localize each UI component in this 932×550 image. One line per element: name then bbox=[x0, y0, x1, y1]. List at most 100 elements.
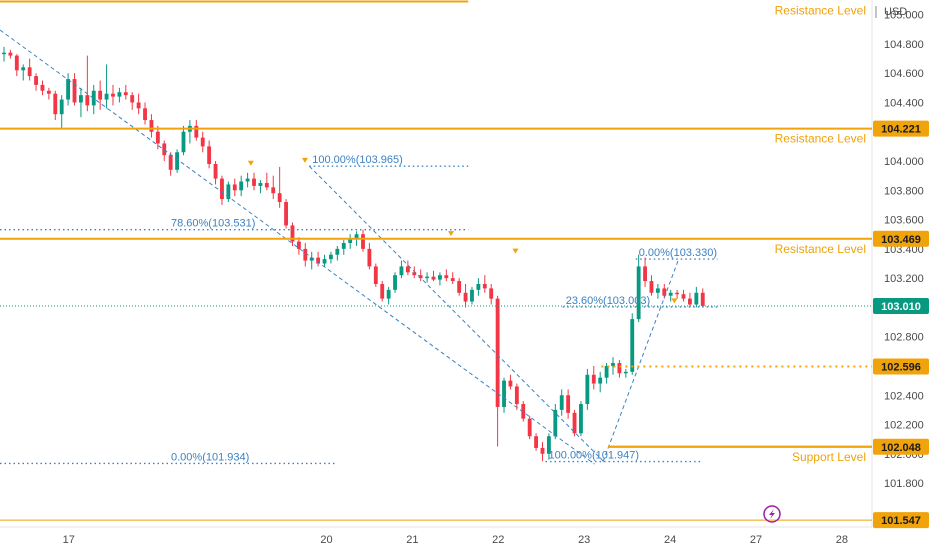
candle-body bbox=[643, 266, 647, 282]
candle-body bbox=[258, 182, 263, 186]
candle-body bbox=[27, 67, 32, 77]
candle-body bbox=[367, 248, 372, 267]
price-badge-text: 102.596 bbox=[881, 362, 921, 374]
price-badge bbox=[873, 438, 929, 455]
candle-body bbox=[630, 319, 635, 372]
candle-body bbox=[40, 84, 45, 91]
candle-body bbox=[175, 152, 180, 170]
candle-body bbox=[482, 283, 487, 289]
y-tick-label: 104.600 bbox=[884, 68, 924, 80]
price-badge-text: 104.221 bbox=[881, 124, 921, 136]
candle-body bbox=[655, 288, 660, 293]
y-tick-label: 102.800 bbox=[884, 332, 924, 344]
candle-body bbox=[514, 386, 519, 405]
candle-body bbox=[425, 276, 430, 279]
candle-body bbox=[502, 380, 506, 407]
candle-body bbox=[271, 187, 276, 194]
candle-body bbox=[470, 289, 474, 302]
candle-body bbox=[412, 272, 417, 276]
candle-body bbox=[72, 79, 77, 103]
candle-body bbox=[521, 404, 526, 419]
candle-body bbox=[290, 225, 295, 242]
candle-body bbox=[85, 95, 90, 106]
candle-body bbox=[354, 234, 359, 239]
fib-level-label: 100.00%(103.965) bbox=[312, 154, 403, 166]
candle-body bbox=[508, 380, 513, 387]
x-tick-label: 20 bbox=[320, 534, 332, 546]
candle-body bbox=[527, 418, 532, 437]
candle-body bbox=[130, 95, 135, 103]
candle-body bbox=[380, 283, 385, 299]
y-tick-label: 102.400 bbox=[884, 390, 924, 402]
candle-body bbox=[207, 146, 212, 164]
candle-body bbox=[611, 363, 615, 366]
candle-body bbox=[194, 125, 199, 138]
candle-body bbox=[604, 365, 609, 378]
fib-level-label: 0.00%(101.934) bbox=[171, 451, 249, 463]
price-badge-text: 102.048 bbox=[881, 442, 921, 454]
price-badge bbox=[873, 230, 929, 247]
candle-body bbox=[437, 275, 442, 280]
candle-body bbox=[136, 102, 141, 109]
candle-body bbox=[553, 409, 558, 437]
candle-body bbox=[393, 275, 397, 290]
fib-level-label: 78.60%(103.531) bbox=[171, 218, 255, 230]
candle-body bbox=[111, 93, 115, 97]
candle-body bbox=[418, 275, 423, 279]
candle-body bbox=[155, 131, 160, 144]
currency-label: USD bbox=[884, 6, 907, 18]
candle-body bbox=[495, 298, 500, 407]
marker-icon bbox=[301, 157, 308, 163]
x-tick-label: 27 bbox=[750, 534, 762, 546]
candle-body bbox=[79, 95, 83, 103]
candle-body bbox=[348, 238, 353, 244]
candle-body bbox=[361, 234, 365, 249]
x-tick-label: 21 bbox=[406, 534, 418, 546]
x-tick-label: 28 bbox=[836, 534, 848, 546]
candle-body bbox=[675, 292, 680, 295]
marker-icon bbox=[247, 160, 254, 166]
x-tick-label: 17 bbox=[63, 534, 75, 546]
candle-body bbox=[668, 292, 673, 296]
marker-icon bbox=[448, 231, 455, 237]
lightning-icon bbox=[763, 505, 781, 523]
candle-body bbox=[341, 243, 346, 249]
candle-body bbox=[53, 93, 58, 115]
candle-body bbox=[232, 184, 237, 191]
candle-body bbox=[2, 52, 6, 55]
candle-body bbox=[405, 266, 410, 273]
candle-body bbox=[623, 371, 628, 374]
candle-body bbox=[681, 294, 686, 299]
candle-body bbox=[213, 163, 218, 179]
marker-icon bbox=[671, 298, 678, 304]
price-badge bbox=[873, 358, 929, 375]
y-tick-label: 103.800 bbox=[884, 185, 924, 197]
level-label: Resistance Level bbox=[775, 242, 866, 256]
y-tick-label: 104.000 bbox=[884, 156, 924, 168]
candle-body bbox=[566, 395, 571, 413]
candle-body bbox=[329, 254, 333, 260]
y-tick-label: 102.200 bbox=[884, 420, 924, 432]
candle-body bbox=[335, 248, 340, 255]
price-badge-text: 103.469 bbox=[881, 234, 921, 246]
candle-body bbox=[591, 374, 596, 384]
candle-body bbox=[59, 99, 64, 115]
y-tick-label: 103.600 bbox=[884, 215, 924, 227]
candle-body bbox=[220, 178, 224, 200]
candle-body bbox=[322, 259, 327, 264]
candle-body bbox=[489, 288, 494, 299]
candle-body bbox=[688, 298, 692, 305]
price-badge bbox=[873, 120, 929, 137]
candle-body bbox=[149, 120, 154, 132]
candle-body bbox=[457, 281, 462, 293]
level-label: Resistance Level bbox=[775, 3, 866, 17]
trend-line-recovery bbox=[602, 258, 680, 462]
candle-body bbox=[546, 436, 551, 454]
y-tick-label: 105.000 bbox=[884, 10, 924, 22]
x-tick-label: 23 bbox=[578, 534, 590, 546]
candle-body bbox=[284, 202, 288, 226]
candle-body bbox=[168, 155, 173, 170]
